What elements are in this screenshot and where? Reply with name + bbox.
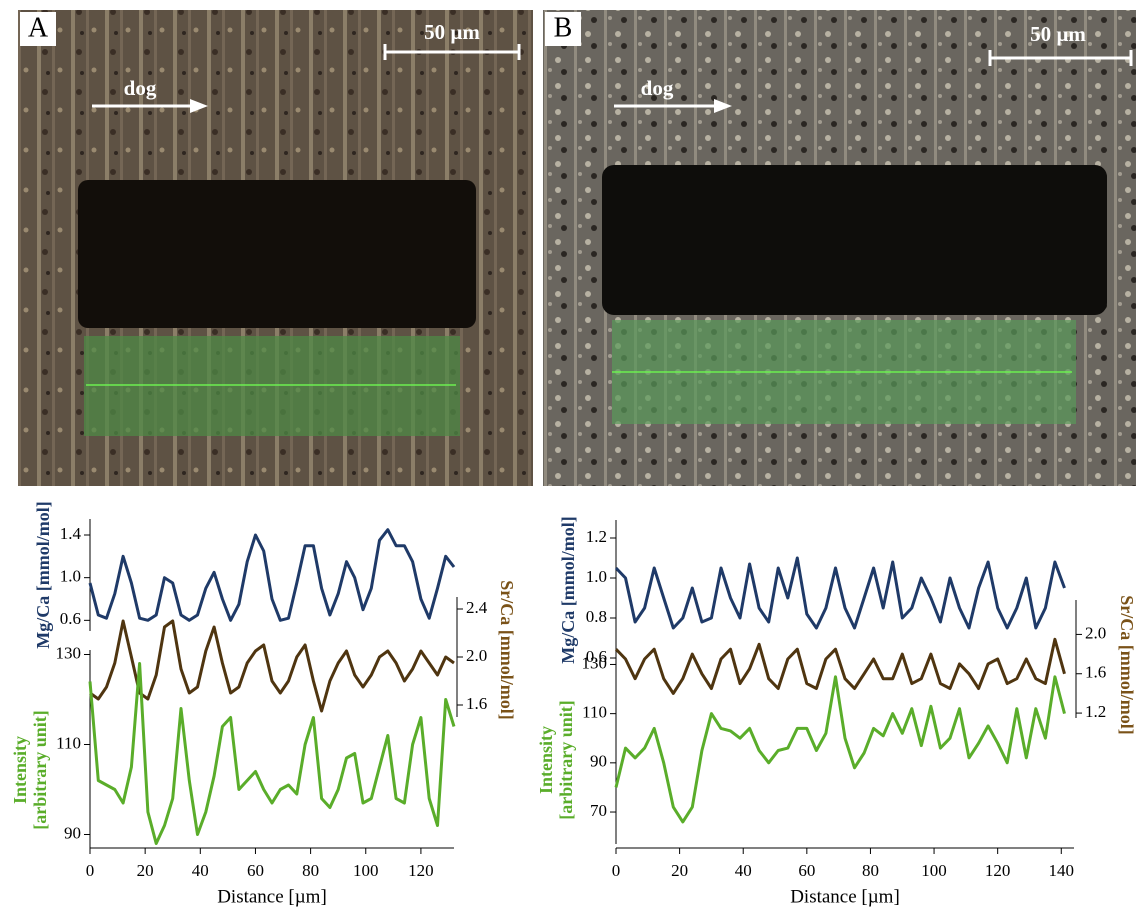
data-line — [614, 637, 1066, 695]
y3-tick-label: 90 — [64, 823, 81, 842]
panel-label: B — [554, 12, 573, 43]
scale-bar-label: 50 µm — [1030, 22, 1086, 46]
x-tick-label: 0 — [612, 861, 621, 880]
panel-label: A — [28, 12, 49, 43]
y2-tick-label: 2.4 — [466, 598, 488, 617]
x-tick-label: 80 — [302, 861, 319, 880]
y3-tick-label: 90 — [590, 752, 607, 771]
y-tick-label: 0.6 — [586, 647, 607, 666]
data-line — [614, 556, 1066, 630]
y-tick-label: 0.6 — [60, 609, 81, 628]
data-line — [614, 675, 1066, 824]
x-axis-label: Distance [µm] — [790, 886, 900, 907]
y2-tick-label: 1.6 — [466, 694, 487, 713]
y-tick-label: 1.0 — [60, 567, 81, 586]
data-line — [89, 619, 455, 713]
y-axis-label: Mg/Ca [mmol/mol] — [33, 501, 53, 648]
y3-axis-label: Intensity — [536, 726, 556, 794]
scale-bar-label: 50 µm — [424, 20, 480, 44]
y3-tick-label: 110 — [582, 703, 607, 722]
y3-tick-label: 130 — [582, 653, 608, 672]
y2-axis-label: Sr/Ca [mmol/mol] — [1117, 595, 1136, 734]
x-tick-label: 40 — [192, 861, 209, 880]
y-tick-label: 1.2 — [586, 527, 607, 546]
x-tick-label: 80 — [862, 861, 879, 880]
x-tick-label: 20 — [137, 861, 154, 880]
x-tick-label: 20 — [671, 861, 688, 880]
y2-tick-label: 1.6 — [1085, 663, 1106, 682]
x-tick-label: 60 — [798, 861, 815, 880]
arrow-label: dog — [124, 76, 157, 100]
y-tick-label: 1.4 — [60, 524, 82, 543]
x-tick-label: 60 — [247, 861, 264, 880]
x-tick-label: 0 — [86, 861, 95, 880]
x-tick-label: 120 — [985, 861, 1011, 880]
x-tick-label: 100 — [921, 861, 947, 880]
y2-tick-label: 2.0 — [466, 646, 487, 665]
y3-tick-label: 130 — [56, 643, 82, 662]
x-tick-label: 100 — [353, 861, 379, 880]
y3-tick-label: 110 — [56, 733, 81, 752]
data-line — [88, 528, 456, 622]
y3-axis-label: [arbitrary unit] — [556, 700, 576, 819]
data-line — [88, 662, 456, 845]
x-tick-label: 140 — [1049, 861, 1075, 880]
y2-axis-label: Sr/Ca [mmol/mol] — [497, 580, 517, 719]
y2-tick-label: 1.2 — [1085, 702, 1106, 721]
y3-axis-label: Intensity — [10, 736, 30, 804]
x-tick-label: 120 — [408, 861, 434, 880]
y-tick-label: 0.8 — [586, 607, 607, 626]
micrograph-a — [18, 10, 533, 486]
x-tick-label: 40 — [735, 861, 752, 880]
y2-tick-label: 2.0 — [1085, 623, 1106, 642]
x-axis-label: Distance [µm] — [217, 886, 327, 907]
y3-axis-label: [arbitrary unit] — [30, 710, 50, 829]
arrow-label: dog — [641, 76, 674, 100]
micrograph-b — [543, 10, 1136, 486]
y3-tick-label: 70 — [590, 801, 607, 820]
y-axis-label: Mg/Ca [mmol/mol] — [558, 516, 578, 663]
y-tick-label: 1.0 — [586, 567, 607, 586]
